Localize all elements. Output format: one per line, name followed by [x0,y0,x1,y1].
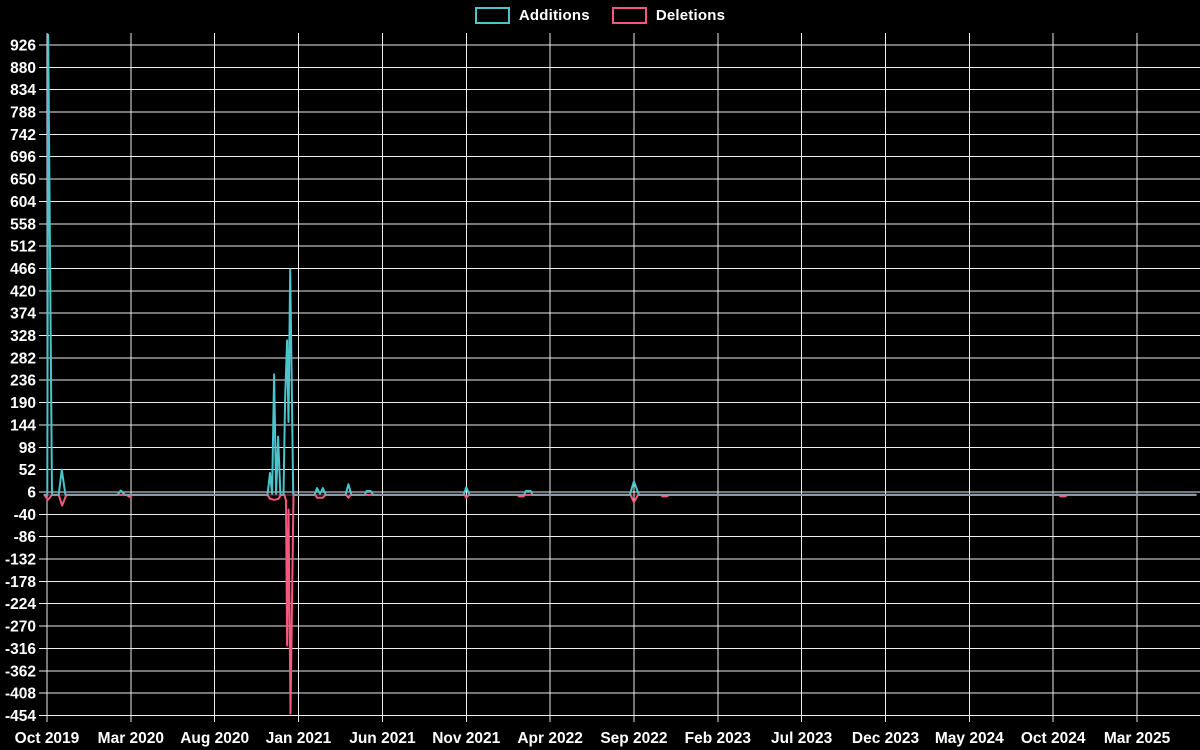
x-axis-tick-label: Jun 2021 [349,730,416,747]
legend-item-additions: Additions [474,7,590,24]
y-axis-tick-label: 374 [10,306,36,323]
deletions-legend-label: Deletions [655,7,726,24]
y-axis-tick-label: 696 [10,149,36,166]
y-axis-tick-label: 236 [10,373,36,390]
x-axis-tick-label: Nov 2021 [432,730,500,747]
y-axis-tick-label: -178 [5,574,36,591]
y-axis-tick-label: 742 [10,127,36,144]
x-axis-tick-label: May 2024 [935,730,1004,747]
y-axis-tick-label: 282 [10,350,36,367]
y-axis-tick-label: -132 [5,552,36,569]
x-axis-tick-label: Mar 2025 [1104,730,1171,747]
y-axis-tick-label: 788 [10,105,36,122]
y-axis-tick-label: 190 [10,395,36,412]
x-axis-tick-label: Apr 2022 [517,730,582,747]
y-axis-tick-label: 558 [10,216,36,233]
y-axis-tick-label: 6 [27,484,36,501]
y-axis-tick-label: -86 [14,529,37,546]
additions-legend-label: Additions [518,7,590,24]
x-axis-tick-label: Dec 2023 [852,730,920,747]
legend-item-deletions: Deletions [611,7,726,24]
x-axis-tick-label: Sep 2022 [600,730,667,747]
y-axis-tick-label: -362 [5,663,36,680]
x-axis-tick-label: Oct 2024 [1021,730,1086,747]
y-axis-tick-label: 604 [10,194,36,211]
y-axis-tick-label: -224 [5,596,36,613]
y-axis-tick-label: 880 [10,60,36,77]
y-axis-tick-label: 926 [10,37,36,54]
additions-swatch-icon [474,7,510,24]
y-axis-tick-label: 834 [10,82,36,99]
y-axis-tick-label: 420 [10,283,36,300]
x-axis-tick-label: Jul 2023 [771,730,833,747]
x-axis-tick-label: Jan 2021 [266,730,332,747]
y-axis-tick-label: 144 [10,417,36,434]
y-axis-tick-label: 52 [19,462,36,479]
chart-legend: Additions Deletions [0,7,1200,24]
y-axis-tick-label: -40 [14,507,36,524]
deletions-swatch-icon [611,7,647,24]
y-axis-tick-label: -408 [5,686,36,703]
y-axis-tick-label: 466 [10,261,36,278]
x-axis-tick-label: Feb 2023 [685,730,752,747]
y-axis-tick-label: 98 [19,440,37,457]
y-axis-tick-label: -454 [5,708,36,725]
x-axis-tick-label: Aug 2020 [180,730,249,747]
y-axis-tick-label: -316 [5,641,36,658]
y-axis-tick-label: 512 [10,239,36,256]
y-axis-tick-label: -270 [5,619,36,636]
y-axis-tick-label: 328 [10,328,36,345]
x-axis-tick-label: Mar 2020 [98,730,164,747]
x-axis-tick-label: Oct 2019 [15,730,80,747]
additions-line [43,33,1197,496]
y-axis-tick-label: 650 [10,172,36,189]
